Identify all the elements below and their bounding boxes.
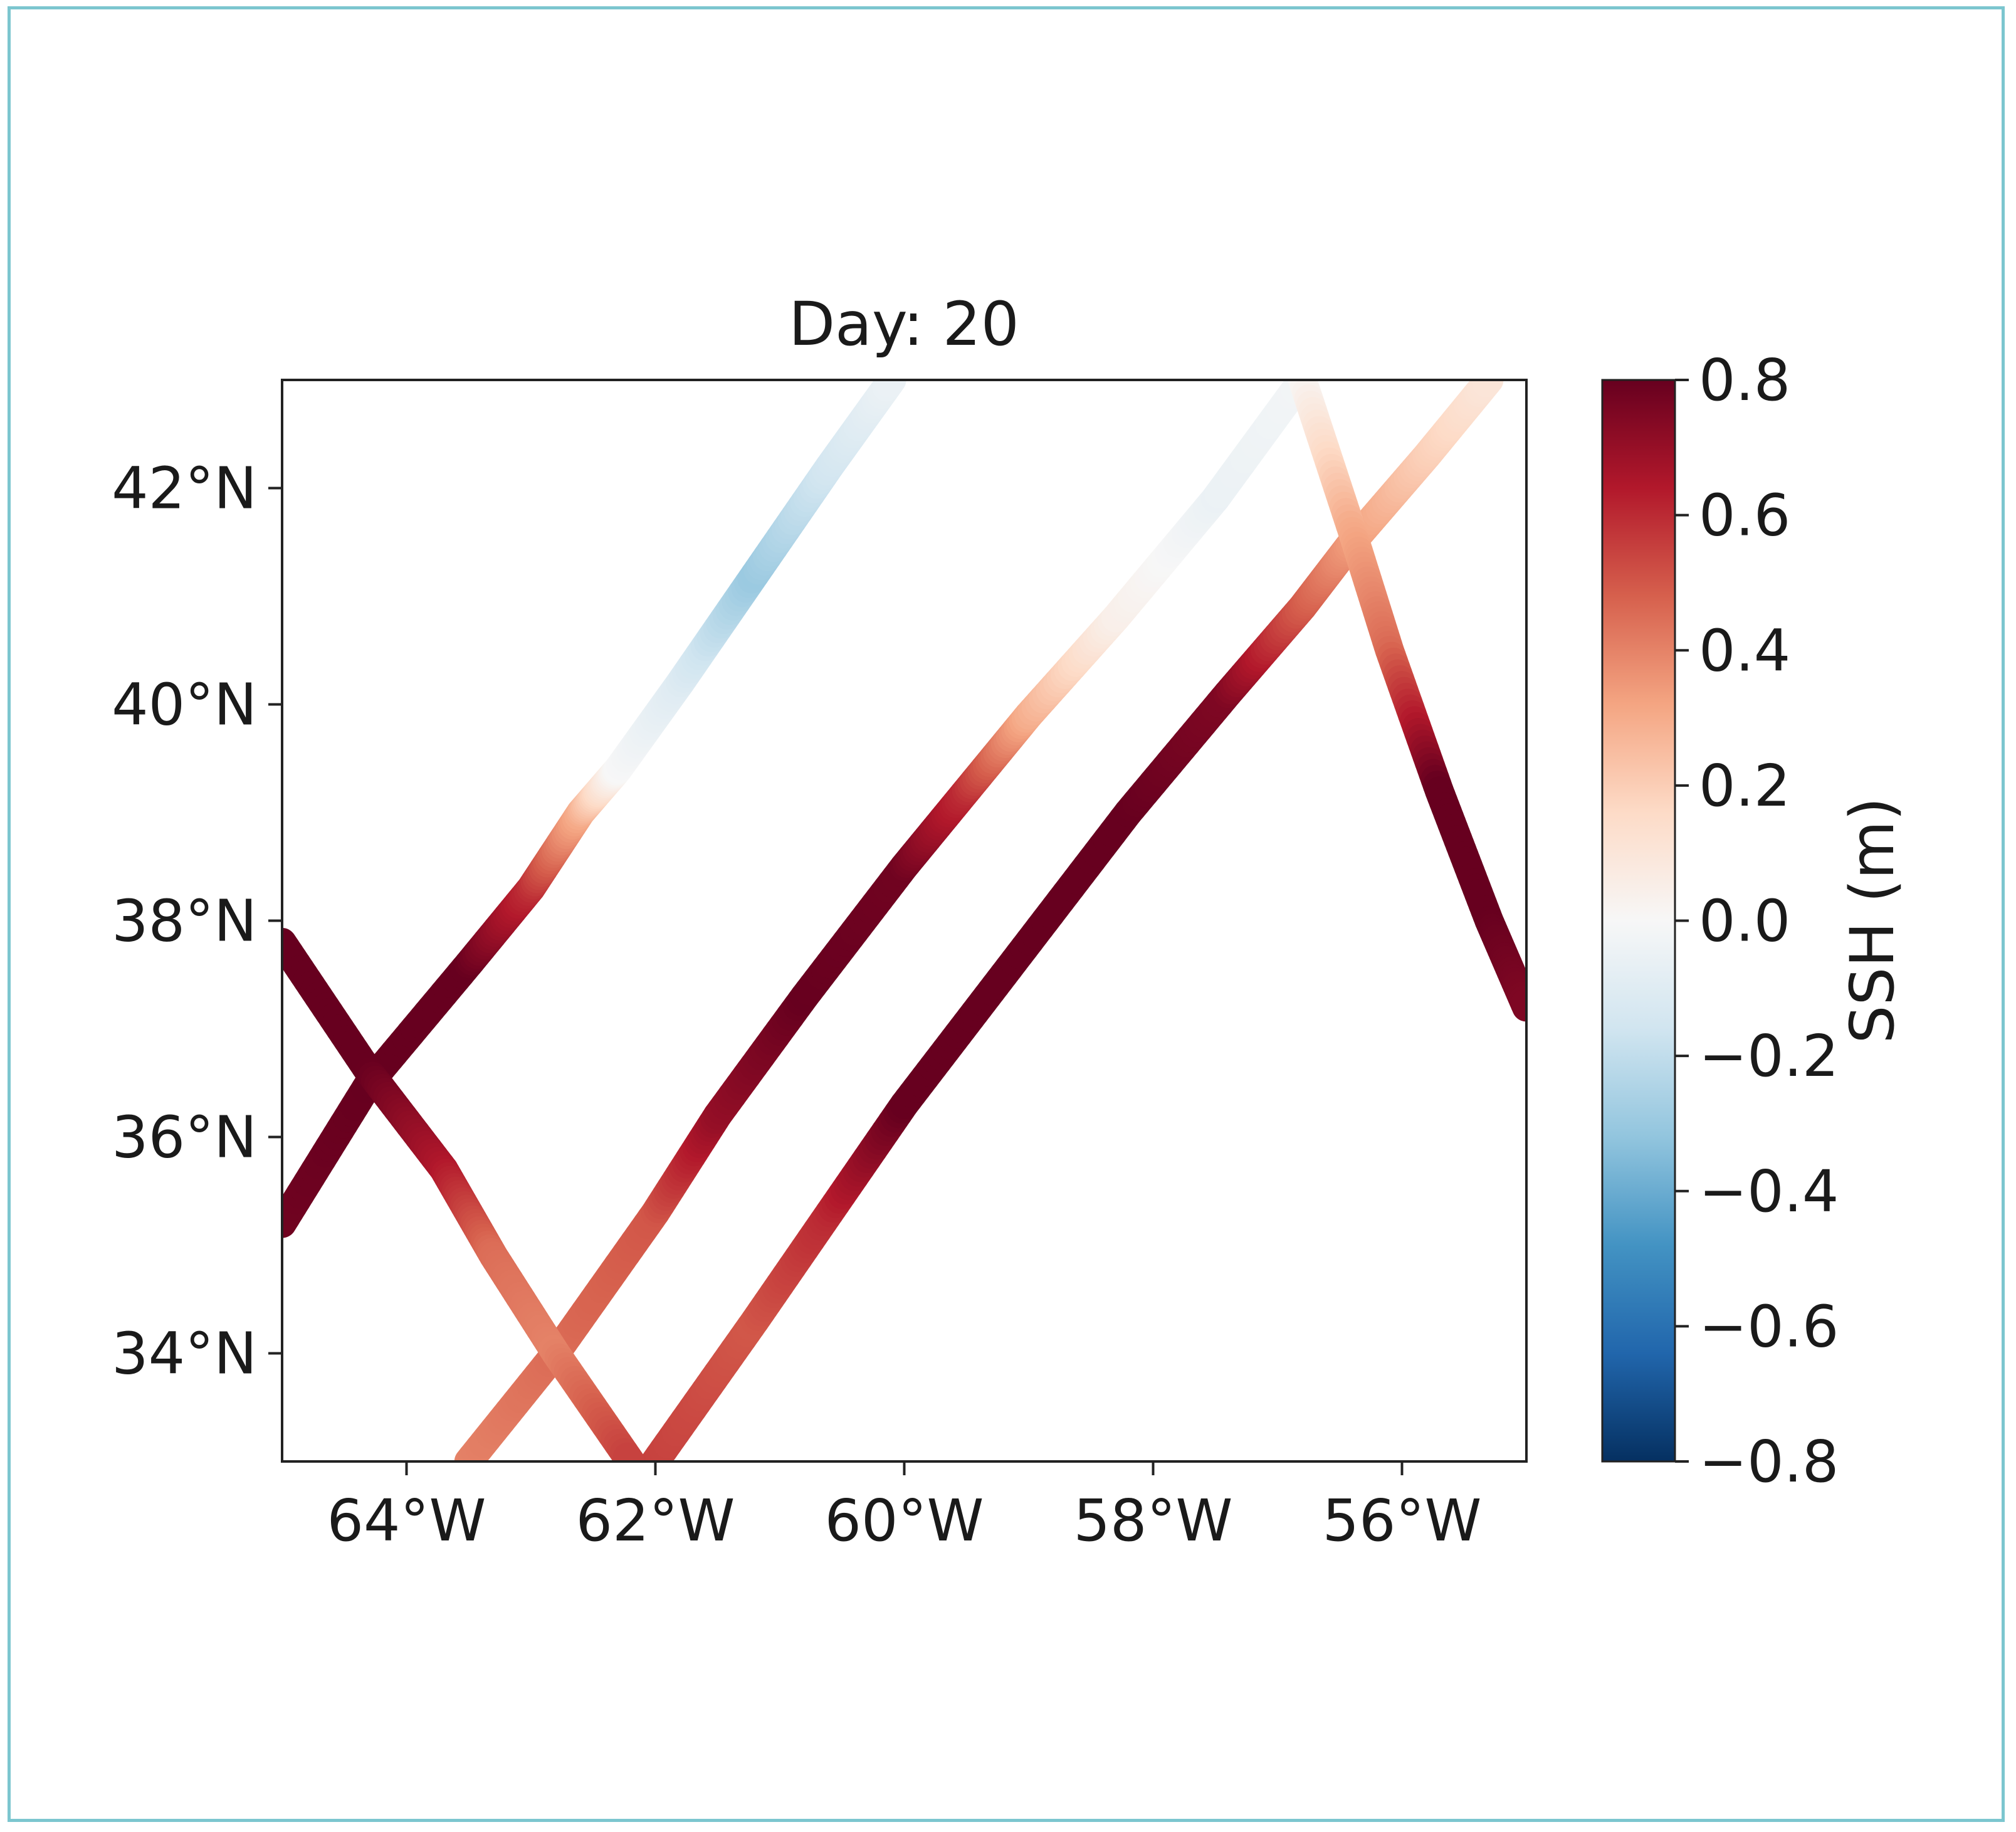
track-descending-track-2 [1288, 380, 1526, 1022]
x-axis: 64°W 62°W 60°W 58°W 56°W [327, 1461, 1482, 1554]
chart-title: Day: 20 [789, 289, 1019, 359]
colorbar-tick-label: −0.8 [1699, 1428, 1839, 1495]
y-tick-label: 38°N [112, 888, 257, 955]
colorbar-tick-label: 0.0 [1699, 888, 1790, 955]
x-tick-label: 60°W [824, 1487, 984, 1554]
track-descending-track-1 [282, 928, 645, 1461]
track-ascending-track-3 [641, 380, 1504, 1461]
colorbar-tick-label: 0.6 [1699, 482, 1790, 549]
x-tick-label: 56°W [1322, 1487, 1481, 1554]
y-tick-label: 42°N [112, 455, 257, 522]
x-tick-label: 58°W [1073, 1487, 1232, 1554]
x-tick-label: 62°W [575, 1487, 735, 1554]
y-tick-label: 36°N [112, 1104, 257, 1171]
colorbar-tick-label: 0.4 [1699, 617, 1790, 684]
track-ascending-track-1 [282, 380, 906, 1238]
colorbar-tick-label: −0.6 [1699, 1293, 1839, 1360]
colorbar-axis: 0.8 0.6 0.4 0.2 0.0 −0.2 −0.4 −0.6 −0.8 [1675, 347, 1839, 1495]
track-layer [282, 380, 1526, 1461]
y-axis: 34°N 36°N 38°N 40°N 42°N [112, 455, 282, 1387]
colorbar-label: SSH (m) [1837, 798, 1908, 1044]
colorbar-tick-label: 0.8 [1699, 347, 1790, 414]
colorbar-tick-label: 0.2 [1699, 752, 1790, 819]
track-ascending-track-2 [454, 380, 1317, 1461]
y-tick-label: 34°N [112, 1320, 257, 1387]
colorbar-tick-label: −0.4 [1699, 1158, 1839, 1225]
x-tick-label: 64°W [327, 1487, 486, 1554]
y-tick-label: 40°N [112, 671, 257, 739]
colorbar [1601, 379, 1676, 1463]
colorbar-tick-label: −0.2 [1699, 1023, 1839, 1090]
